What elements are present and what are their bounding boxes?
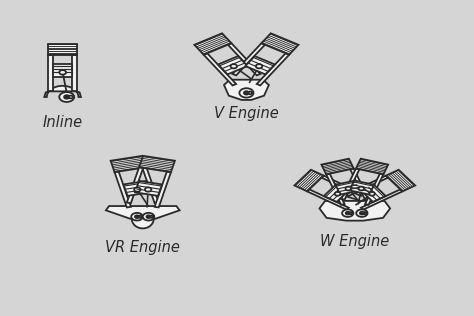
Circle shape — [256, 64, 262, 68]
Circle shape — [135, 216, 139, 218]
Polygon shape — [106, 206, 180, 228]
Circle shape — [248, 92, 252, 94]
Circle shape — [369, 192, 375, 196]
Polygon shape — [324, 185, 348, 202]
Polygon shape — [139, 156, 175, 172]
Circle shape — [64, 95, 69, 99]
Text: VR Engine: VR Engine — [105, 240, 180, 255]
Polygon shape — [361, 185, 386, 202]
Polygon shape — [257, 53, 289, 85]
Polygon shape — [48, 55, 54, 91]
Polygon shape — [124, 181, 150, 196]
Polygon shape — [321, 159, 354, 174]
Polygon shape — [386, 170, 415, 191]
Circle shape — [244, 91, 249, 94]
Polygon shape — [194, 33, 231, 55]
Circle shape — [138, 216, 142, 218]
Circle shape — [342, 210, 354, 217]
Polygon shape — [135, 181, 162, 196]
Polygon shape — [127, 167, 143, 203]
Polygon shape — [336, 180, 360, 195]
Circle shape — [346, 187, 351, 191]
Polygon shape — [349, 180, 374, 195]
Circle shape — [150, 216, 153, 218]
Circle shape — [239, 88, 254, 98]
Circle shape — [59, 92, 74, 102]
Circle shape — [69, 96, 73, 98]
Polygon shape — [228, 43, 260, 76]
Circle shape — [134, 187, 141, 191]
Circle shape — [364, 212, 366, 214]
Polygon shape — [341, 168, 359, 200]
Circle shape — [59, 70, 66, 75]
Circle shape — [145, 187, 151, 191]
Polygon shape — [110, 156, 146, 172]
Polygon shape — [72, 55, 77, 91]
Polygon shape — [356, 159, 388, 174]
Polygon shape — [246, 56, 275, 74]
Polygon shape — [321, 176, 363, 196]
Polygon shape — [319, 201, 390, 221]
Circle shape — [349, 212, 353, 214]
Text: V Engine: V Engine — [214, 106, 279, 121]
Circle shape — [335, 192, 340, 196]
Polygon shape — [233, 43, 265, 76]
Polygon shape — [155, 172, 171, 207]
Polygon shape — [350, 168, 368, 200]
Polygon shape — [346, 176, 388, 196]
Polygon shape — [45, 86, 81, 97]
Polygon shape — [204, 53, 236, 85]
Polygon shape — [307, 189, 349, 210]
Circle shape — [143, 213, 155, 221]
Polygon shape — [54, 64, 72, 77]
Polygon shape — [294, 170, 324, 191]
Polygon shape — [365, 174, 383, 205]
Polygon shape — [262, 33, 299, 55]
Polygon shape — [326, 174, 345, 205]
Text: Inline: Inline — [43, 115, 82, 130]
Text: W Engine: W Engine — [320, 234, 390, 249]
Circle shape — [346, 212, 350, 215]
Polygon shape — [142, 167, 159, 203]
Circle shape — [358, 187, 364, 191]
Polygon shape — [115, 172, 131, 207]
Circle shape — [356, 210, 367, 217]
Circle shape — [131, 213, 143, 221]
Polygon shape — [48, 44, 77, 55]
Circle shape — [230, 64, 237, 68]
Circle shape — [360, 212, 364, 215]
Polygon shape — [361, 189, 402, 210]
Polygon shape — [218, 56, 247, 74]
Polygon shape — [224, 80, 269, 100]
Circle shape — [146, 216, 151, 218]
